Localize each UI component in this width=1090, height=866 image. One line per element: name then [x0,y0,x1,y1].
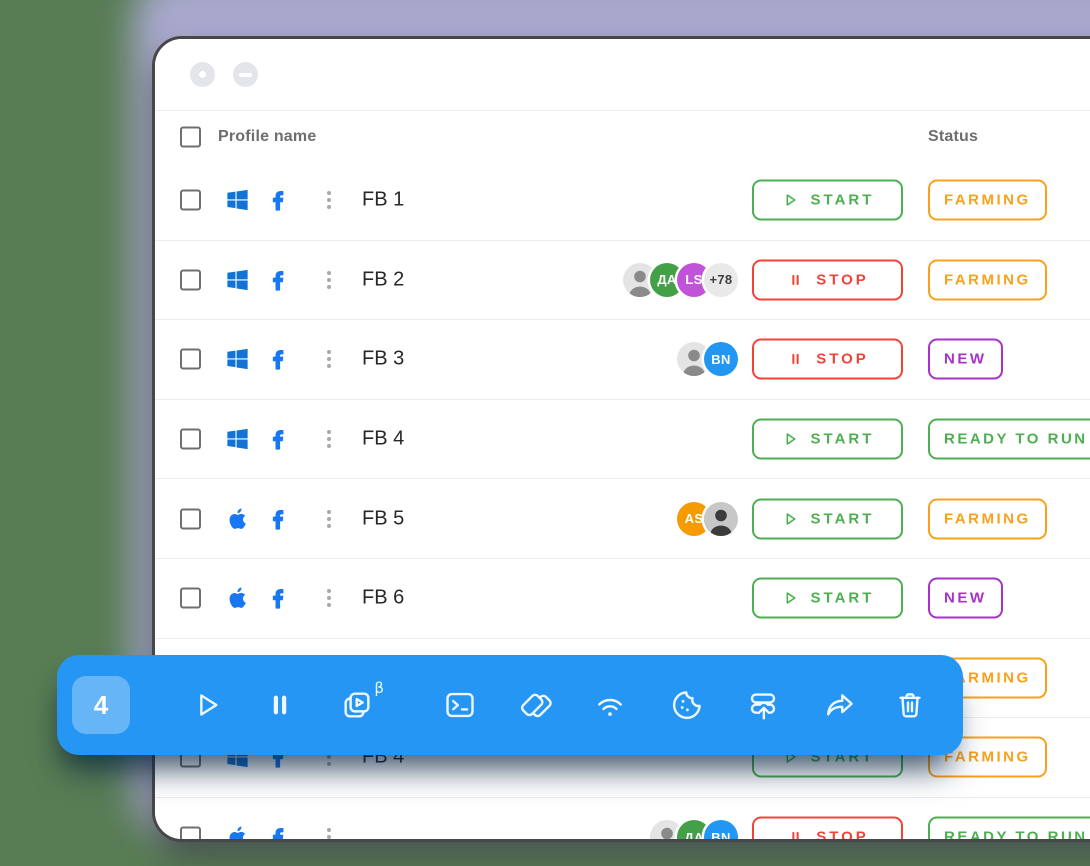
status-badge[interactable]: FARMING [928,259,1047,301]
windows-icon [224,266,251,293]
column-header-status: Status [928,127,979,145]
shared-users-avatars: BN [677,342,738,377]
row-menu-kebab[interactable] [324,188,334,212]
table-header: Profile name Status [155,110,1090,163]
terminal-icon[interactable] [443,688,477,722]
profile-name: FB 5 [362,507,405,530]
apple-icon [224,824,251,839]
profile-name: FB 1 [362,188,405,211]
bulk-actions-toolbar: 4 β [57,655,963,755]
facebook-icon [265,586,290,611]
profile-name: FB 4 [362,427,405,450]
row-checkbox[interactable] [180,508,201,530]
stop-button[interactable]: STOP [752,338,903,380]
user-initials-avatar[interactable]: BN [704,820,738,839]
minimize-icon [239,72,252,77]
automation-icon[interactable]: β [340,679,384,722]
user-initials-avatar[interactable]: BN [704,342,738,377]
row-menu-kebab[interactable] [324,507,334,531]
pause-icon[interactable] [263,688,297,722]
facebook-icon [265,347,290,372]
row-checkbox[interactable] [180,587,201,609]
start-button[interactable]: START [752,179,903,221]
cookie-icon[interactable] [670,688,704,722]
windows-icon [224,187,251,214]
user-photo-avatar[interactable] [623,262,657,297]
table-row[interactable]: ДА BN STOP READY TO RUN [155,797,1090,839]
row-checkbox[interactable] [180,189,201,211]
row-menu-kebab[interactable] [324,347,334,371]
window-titlebar [155,39,1090,110]
user-photo-avatar[interactable] [650,820,684,839]
profile-name: FB 3 [362,347,405,370]
start-button[interactable]: START [752,577,903,619]
profile-name: FB 6 [362,586,405,609]
trash-icon[interactable] [893,688,927,722]
action-button-label: START [810,510,875,528]
status-badge[interactable]: FARMING [928,498,1047,540]
row-menu-kebab[interactable] [324,586,334,610]
start-button[interactable]: START [752,498,903,540]
facebook-icon [265,188,290,213]
window-control-minimize[interactable] [233,62,258,87]
beta-badge: β [374,679,384,697]
table-row[interactable]: FB 1 START FARMING [155,161,1090,241]
status-badge[interactable]: NEW [928,577,1003,619]
table-row[interactable]: FB 4 START READY TO RUN [155,399,1090,480]
facebook-icon [265,506,290,531]
dot-icon [199,71,206,78]
shared-users-avatars: AS [677,501,738,536]
status-badge[interactable]: FARMING [928,179,1047,221]
column-header-profile-name: Profile name [218,127,317,145]
stop-button[interactable]: STOP [752,816,903,839]
row-menu-kebab[interactable] [324,825,334,839]
row-checkbox[interactable] [180,348,201,370]
shared-users-avatars: ДА BN [650,820,738,839]
user-photo-avatar[interactable] [677,342,711,377]
tags-icon[interactable] [518,688,552,722]
facebook-icon [265,267,290,292]
proxy-upload-icon[interactable] [746,688,780,722]
row-checkbox[interactable] [180,826,201,839]
action-button-label: STOP [816,350,869,368]
row-menu-kebab[interactable] [324,427,334,451]
selected-count-badge: 4 [72,676,130,734]
action-button-label: STOP [816,271,869,289]
facebook-icon [265,825,290,839]
wifi-icon[interactable] [593,688,627,722]
user-initials-avatar[interactable]: AS [677,501,711,536]
windows-icon [224,346,251,373]
window-control-dot[interactable] [190,62,215,87]
apple-icon [224,585,251,612]
action-button-label: START [810,430,875,448]
stop-button[interactable]: STOP [752,259,903,301]
table-row[interactable]: FB 6 START NEW [155,558,1090,639]
windows-icon [224,426,251,453]
user-photo-avatar[interactable] [704,501,738,536]
facebook-icon [265,427,290,452]
action-button-label: START [810,589,875,607]
apple-icon [224,505,251,532]
status-badge[interactable]: READY TO RUN [928,816,1090,839]
table-row[interactable]: FB 2 ДА LS +78 STOP FARMING [155,240,1090,321]
action-button-label: START [810,191,875,209]
row-menu-kebab[interactable] [324,268,334,292]
start-button[interactable]: START [752,418,903,460]
table-row[interactable]: FB 5 AS START FARMING [155,479,1090,559]
action-button-label: STOP [816,828,869,839]
status-badge[interactable]: NEW [928,338,1003,380]
play-icon[interactable] [190,688,224,722]
table-row[interactable]: FB 3 BN STOP NEW [155,320,1090,400]
row-checkbox[interactable] [180,269,201,291]
user-initials-avatar[interactable]: ДА [677,820,711,839]
profile-name: FB 2 [362,268,405,291]
shared-users-avatars: ДА LS +78 [623,262,738,297]
row-checkbox[interactable] [180,428,201,450]
select-all-checkbox[interactable] [180,126,201,147]
more-users-badge[interactable]: +78 [704,262,738,297]
share-icon[interactable] [823,688,857,722]
status-badge[interactable]: READY TO RUN [928,418,1090,460]
